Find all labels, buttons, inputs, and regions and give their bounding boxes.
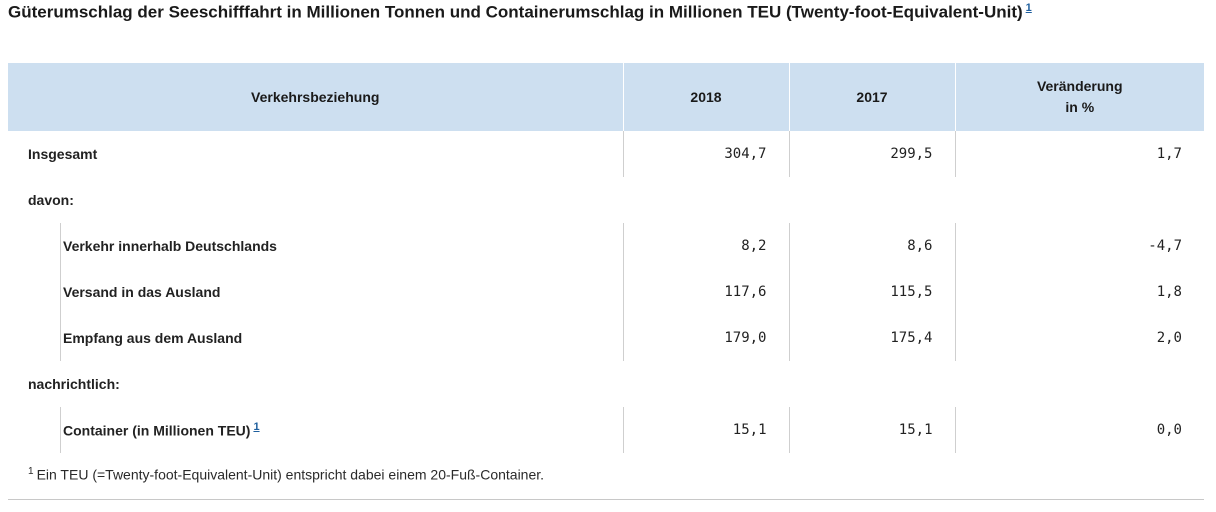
table-row-group-header: davon: bbox=[8, 177, 1204, 223]
cell-insgesamt-change: 1,7 bbox=[954, 131, 1204, 177]
footnote-marker: 1 bbox=[28, 466, 34, 477]
row-label-versand-text: Versand in das Ausland bbox=[63, 284, 221, 300]
row-label-empfang: Empfang aus dem Ausland bbox=[8, 315, 623, 361]
table-header-row: Verkehrsbeziehung 2018 2017 Veränderung … bbox=[8, 63, 1204, 131]
container-footnote-link[interactable]: 1 bbox=[253, 421, 260, 434]
cell-versand-2017: 115,5 bbox=[788, 269, 955, 315]
row-label-container: Container (in Millionen TEU) 1 bbox=[8, 407, 623, 453]
row-label-davon: davon: bbox=[28, 192, 74, 208]
cell-versand-change: 1,8 bbox=[954, 269, 1204, 315]
header-veraenderung-line1: Veränderung bbox=[1036, 78, 1123, 94]
table-title: Güterumschlag der Seeschifffahrt in Mill… bbox=[8, 2, 1032, 23]
row-label-nachrichtlich: nachrichtlich: bbox=[28, 376, 120, 392]
table-row-group-header: nachrichtlich: bbox=[8, 361, 1204, 407]
table-row: Empfang aus dem Ausland 179,0 175,4 2,0 bbox=[8, 315, 1204, 361]
cell-versand-2018: 117,6 bbox=[622, 269, 789, 315]
table-row: Container (in Millionen TEU) 1 15,1 15,1 … bbox=[8, 407, 1204, 453]
table-row: Insgesamt 304,7 299,5 1,7 bbox=[8, 131, 1204, 177]
title-footnote-link[interactable]: 1 bbox=[1025, 2, 1032, 14]
cell-insgesamt-2017: 299,5 bbox=[788, 131, 955, 177]
header-2018: 2018 bbox=[623, 63, 790, 131]
bottom-divider bbox=[8, 499, 1204, 500]
cell-empfang-2017: 175,4 bbox=[788, 315, 955, 361]
cell-inland-change: -4,7 bbox=[954, 223, 1204, 269]
cell-container-2018: 15,1 bbox=[622, 407, 789, 453]
header-veraenderung-line2: in % bbox=[1065, 99, 1095, 115]
footnote-text: Ein TEU (=Twenty-foot-Equivalent-Unit) e… bbox=[36, 466, 545, 483]
row-label-insgesamt: Insgesamt bbox=[28, 146, 98, 162]
cell-empfang-2018: 179,0 bbox=[622, 315, 789, 361]
data-table: Verkehrsbeziehung 2018 2017 Veränderung … bbox=[8, 63, 1204, 453]
footnote: 1 Ein TEU (=Twenty-foot-Equivalent-Unit) … bbox=[28, 466, 544, 483]
header-2017: 2017 bbox=[789, 63, 956, 131]
cell-inland-2017: 8,6 bbox=[788, 223, 955, 269]
row-label-container-text: Container (in Millionen TEU) bbox=[63, 422, 251, 439]
header-veraenderung: Veränderung in % bbox=[955, 63, 1204, 131]
cell-container-change: 0,0 bbox=[954, 407, 1204, 453]
cell-insgesamt-2018: 304,7 bbox=[622, 131, 789, 177]
table-row: Versand in das Ausland 117,6 115,5 1,8 bbox=[8, 269, 1204, 315]
row-label-versand: Versand in das Ausland bbox=[8, 269, 623, 315]
title-text: Güterumschlag der Seeschifffahrt in Mill… bbox=[8, 2, 1023, 22]
row-label-inland-text: Verkehr innerhalb Deutschlands bbox=[63, 238, 277, 254]
table-row: Verkehr innerhalb Deutschlands 8,2 8,6 -… bbox=[8, 223, 1204, 269]
header-verkehrsbeziehung: Verkehrsbeziehung bbox=[8, 63, 624, 131]
row-label-empfang-text: Empfang aus dem Ausland bbox=[63, 330, 243, 346]
cell-inland-2018: 8,2 bbox=[622, 223, 789, 269]
cell-empfang-change: 2,0 bbox=[954, 315, 1204, 361]
cell-container-2017: 15,1 bbox=[788, 407, 955, 453]
row-label-inland: Verkehr innerhalb Deutschlands bbox=[8, 223, 623, 269]
